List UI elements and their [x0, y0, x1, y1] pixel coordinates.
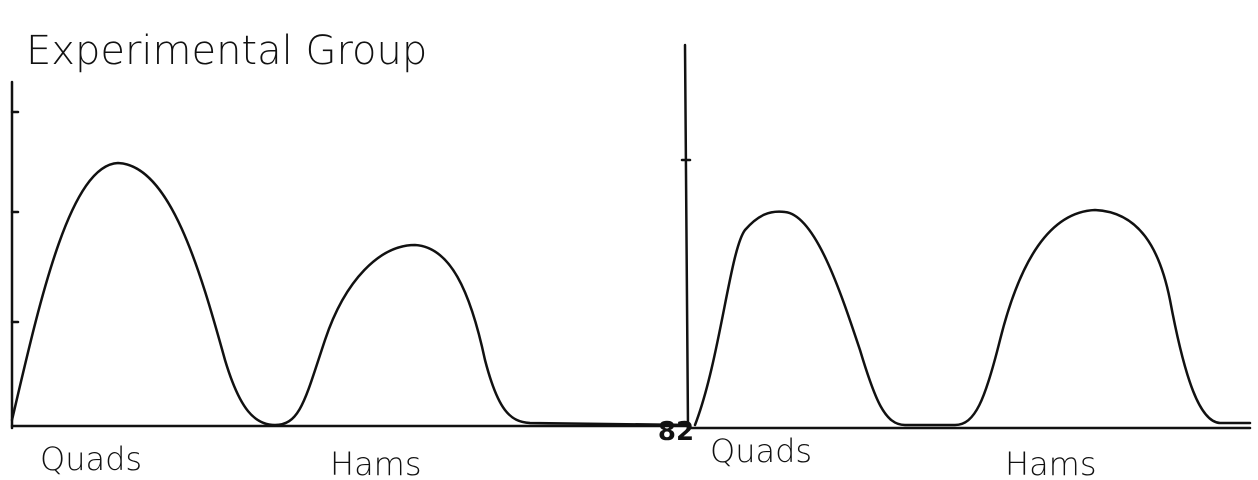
curve [12, 163, 690, 425]
category-label: Hams [1005, 445, 1097, 480]
page: Experimental Group 82 Quads Hams Quads H… [0, 0, 1258, 480]
diagram: Experimental Group 82 Quads Hams Quads H… [0, 0, 1258, 480]
origin-label: 82 [658, 417, 694, 447]
curve [695, 210, 1250, 425]
category-label: Quads [40, 440, 142, 478]
category-label: Hams [330, 445, 422, 480]
y-axis [685, 45, 688, 428]
category-label: Quads [710, 432, 812, 470]
diagram-title: Experimental Group [26, 28, 427, 74]
